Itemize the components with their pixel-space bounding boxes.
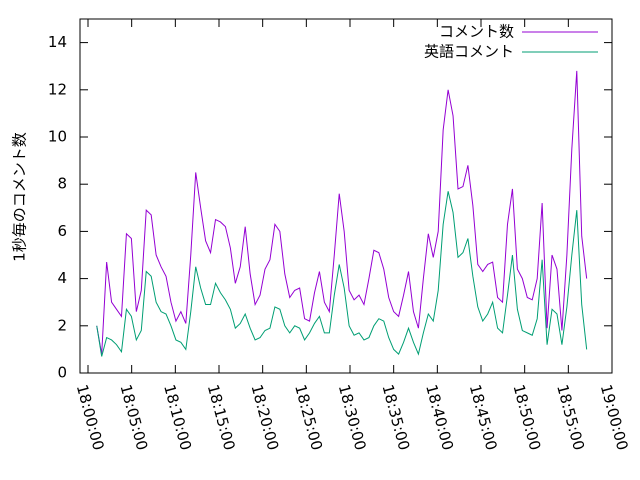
y-tick-label: 14 [48,33,67,51]
y-tick-label: 2 [57,316,67,334]
y-tick-label: 6 [57,222,67,240]
plot-border [79,18,613,374]
legend-label: コメント数 [439,23,514,41]
y-tick-label: 0 [57,364,67,382]
y-tick-label: 8 [57,175,67,193]
y-tick-label: 4 [57,269,67,287]
y-axis-label: 1秒毎のコメント数 [11,132,29,262]
series-line [96,191,588,357]
series-line [96,70,588,355]
legend-label: 英語コメント [424,43,514,61]
y-tick-label: 10 [48,128,67,146]
y-tick-label: 12 [48,80,67,98]
